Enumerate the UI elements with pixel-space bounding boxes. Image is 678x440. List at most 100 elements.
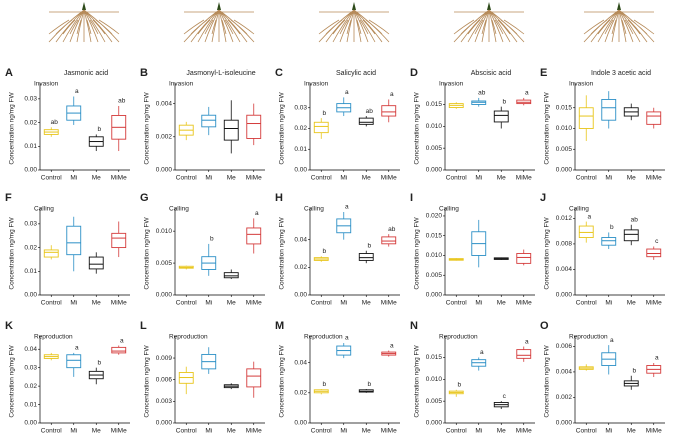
x-tick-label: MiMe [111,175,127,182]
panel-subtitle: Reproduction [34,334,73,341]
x-tick-label: Me [362,428,371,435]
y-axis-label: Concentration ng/mg FW [144,92,151,165]
y-tick-label: 0.02 [294,264,307,271]
y-tick-label: 0.00 [294,420,307,427]
significance-letter: ab [478,90,486,97]
y-tick-label: 0.000 [156,167,173,174]
panel-subtitle: Calling [439,206,459,213]
x-tick-label: Mi [340,300,347,307]
x-tick-label: Mi [475,175,482,182]
x-tick-label: Mi [205,300,212,307]
y-tick-label: 0.015 [426,354,443,361]
y-axis-label: Concentration ng/mg FW [544,217,551,290]
panel-subtitle: Reproduction [169,334,208,341]
x-tick-label: Me [92,175,101,182]
significance-letter: a [480,349,484,356]
panel-label: A [5,67,13,79]
x-tick-label: MiMe [111,300,127,307]
significance-letter: c [503,393,507,400]
leaf [487,2,491,10]
panel-label: H [275,192,283,204]
root-illustrations [48,2,655,43]
panel-subtitle: Reproduction [304,334,343,341]
x-tick-label: Control [176,175,198,182]
y-tick-label: 0.01 [24,143,37,150]
significance-letter: b [367,381,371,388]
x-tick-label: Me [227,175,236,182]
significance-letter: b [322,110,326,117]
y-tick-label: 0.00 [294,292,307,299]
y-tick-label: 0.004 [556,266,573,273]
y-axis-label: Concentration ng/mg FW [279,345,286,418]
leaf [352,2,356,10]
x-tick-label: Me [627,300,636,307]
box [66,225,82,256]
x-tick-label: Control [41,428,63,435]
panel-label: G [140,192,149,204]
significance-letter: ab [51,119,59,126]
y-tick-label: 0.03 [294,104,307,111]
y-tick-label: 0.002 [156,134,173,141]
leaf [217,2,221,10]
x-tick-label: Control [41,175,63,182]
panel-subtitle: Invasion [169,81,194,88]
x-tick-label: MiMe [381,300,397,307]
significance-letter: a [75,88,79,95]
x-tick-label: MiMe [111,428,127,435]
panel-subtitle: Calling [569,206,589,213]
box [601,98,617,121]
y-axis-label: Concentration ng/mg FW [414,92,421,165]
box [578,225,594,238]
y-tick-label: 0.02 [294,125,307,132]
x-tick-label: Control [176,300,198,307]
box [111,346,127,354]
significance-letter: ab [366,108,374,115]
x-tick-label: Me [497,428,506,435]
panel-subtitle: Invasion [439,81,464,88]
leaf [82,2,86,10]
box [381,236,397,245]
x-tick-label: Control [446,300,468,307]
y-tick-label: 0.00 [294,167,307,174]
x-tick-label: MiMe [646,300,662,307]
significance-letter: a [390,91,394,98]
y-tick-label: 0.000 [556,167,573,174]
x-tick-label: Mi [70,175,77,182]
roots [183,9,255,43]
box [111,232,127,249]
x-tick-label: Me [627,175,636,182]
significance-letter: a [525,338,529,345]
panel-title: Jasmonic acid [64,70,108,77]
significance-letter: ab [631,216,639,223]
y-axis-label: Concentration ng/mg FW [414,217,421,290]
y-tick-label: 0.015 [426,101,443,108]
y-axis-label: Concentration ng/mg FW [9,217,16,290]
y-axis-label: Concentration ng/mg FW [9,345,16,418]
significance-letter: a [655,355,659,362]
x-tick-label: Me [497,175,506,182]
significance-letter: b [502,98,506,105]
x-tick-label: Me [362,175,371,182]
panel-label: B [140,67,148,79]
y-tick-label: 0.005 [426,398,443,405]
y-tick-label: 0.015 [556,104,573,111]
x-tick-label: Me [627,428,636,435]
x-tick-label: MiMe [646,428,662,435]
y-tick-label: 0.01 [24,401,37,408]
panel-label: D [410,67,418,79]
x-tick-label: Control [41,300,63,307]
significance-letter: b [610,224,614,231]
panel-subtitle: Calling [34,206,54,213]
x-tick-label: Control [311,300,333,307]
y-tick-label: 0.00 [24,292,37,299]
panel-label: M [275,320,284,332]
panel-title: Abscisic acid [471,70,512,77]
y-tick-label: 0.000 [426,167,443,174]
panel-label: C [275,67,283,79]
y-tick-label: 0.006 [556,343,573,350]
y-tick-label: 0.009 [156,355,173,362]
panel-subtitle: Reproduction [439,334,478,341]
box [313,121,329,134]
roots [318,9,390,43]
